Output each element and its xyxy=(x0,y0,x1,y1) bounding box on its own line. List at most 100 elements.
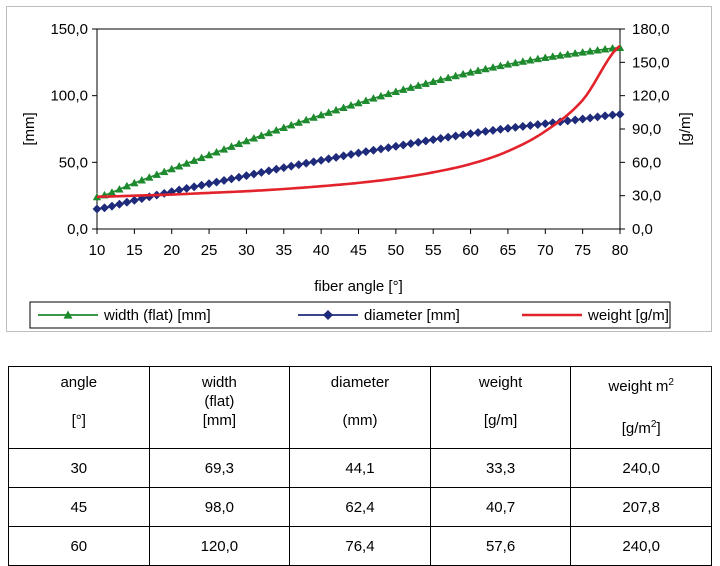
x-tick-label: 45 xyxy=(350,242,367,259)
legend-label: diameter [mm] xyxy=(364,307,460,324)
data-point xyxy=(458,69,468,78)
data-point xyxy=(541,53,550,61)
header-superscript: 2 xyxy=(668,377,674,388)
data-point xyxy=(473,127,483,138)
x-tick-label: 40 xyxy=(313,242,330,259)
data-point xyxy=(481,64,490,73)
data-point xyxy=(204,150,214,159)
data-point xyxy=(615,109,625,119)
data-point xyxy=(593,45,602,54)
data-point xyxy=(533,54,543,63)
table-cell: 44,1 xyxy=(289,448,431,488)
header-text: (flat) xyxy=(204,393,235,410)
header-unit: ] xyxy=(656,420,661,437)
data-point xyxy=(212,147,221,156)
x-tick-label: 60 xyxy=(462,242,479,259)
table-cell: 60 xyxy=(8,526,150,566)
data-point xyxy=(346,149,356,159)
data-point xyxy=(563,50,572,58)
y-axis-label: [mm] xyxy=(21,112,38,145)
x-tick-label: 55 xyxy=(425,242,442,259)
x-tick-label: 70 xyxy=(537,242,554,259)
plot-area: 10 15 20 25 30 35 40 45 50 55 60 65 70 75 800,050,0100… xyxy=(21,21,694,295)
data-point xyxy=(413,137,423,147)
data-point xyxy=(122,197,132,207)
y2-tick-label: 180,0 xyxy=(632,21,670,38)
data-point xyxy=(451,71,460,80)
x-tick-label: 80 xyxy=(612,242,629,259)
table-cell: 120,0 xyxy=(148,526,291,566)
data-point xyxy=(556,51,565,59)
legend-marker xyxy=(63,310,73,319)
data-point xyxy=(451,131,461,141)
data-point xyxy=(570,115,580,125)
data-point xyxy=(548,52,557,60)
y2-tick-label: 30,0 xyxy=(632,188,661,205)
data-point xyxy=(421,136,431,146)
x-tick-label: 30 xyxy=(238,242,255,259)
header-superscript: 2 xyxy=(650,419,657,430)
legend: width (flat) [mm] diameter [mm] weight [g/… xyxy=(29,301,671,329)
data-point xyxy=(159,188,169,198)
y-tick-label: 100,0 xyxy=(50,88,88,105)
legend-marker xyxy=(323,310,333,320)
data-point xyxy=(376,91,386,100)
header-unit: (mm) xyxy=(342,412,378,429)
data-point xyxy=(107,201,117,211)
data-point xyxy=(466,68,475,76)
y2-tick-label: 0,0 xyxy=(632,221,653,238)
data-point xyxy=(219,145,229,153)
data-point xyxy=(294,160,304,170)
data-point xyxy=(488,63,498,71)
data-point xyxy=(466,129,476,139)
data-point xyxy=(271,164,281,174)
table-row: 45 98,0 62,4 40,7 207,8 xyxy=(8,487,712,527)
table-row: 30 69,3 44,1 33,3 240,0 xyxy=(8,448,712,488)
y2-tick-label: 60,0 xyxy=(632,154,661,171)
data-point xyxy=(204,179,214,189)
data-point xyxy=(174,161,184,170)
x-tick-label: 15 xyxy=(126,242,143,259)
data-point xyxy=(287,120,296,129)
data-point xyxy=(226,174,237,184)
data-point xyxy=(585,113,595,123)
data-point xyxy=(578,114,588,124)
data-point xyxy=(167,164,176,173)
legend-label: weight [g/m] xyxy=(587,307,669,324)
data-point xyxy=(398,140,408,150)
header-diameter: diameter (mm) xyxy=(289,366,431,449)
data-point xyxy=(600,44,610,53)
y2-tick-label: 120,0 xyxy=(632,88,670,105)
data-point xyxy=(428,135,438,145)
data-point xyxy=(339,103,348,112)
y-tick-label: 0,0 xyxy=(67,221,88,238)
data-point xyxy=(272,125,281,134)
data-point xyxy=(316,155,326,165)
data-point xyxy=(279,123,289,131)
data-point xyxy=(495,124,506,134)
table-cell: 33,3 xyxy=(429,448,572,488)
data-point xyxy=(309,113,318,121)
data-point xyxy=(607,110,618,120)
data-point xyxy=(167,187,177,197)
data-point xyxy=(279,163,289,173)
data-point xyxy=(428,77,438,85)
table-cell: 98,0 xyxy=(148,487,291,527)
y-tick-label: 150,0 xyxy=(50,21,88,38)
table-cell: 240,0 xyxy=(570,526,712,566)
data-point xyxy=(473,66,483,74)
table-cell: 62,4 xyxy=(289,487,431,527)
data-table: angle [°] width (flat) [mm] diameter (mm… xyxy=(8,366,712,566)
data-point xyxy=(443,132,453,142)
data-point xyxy=(219,175,229,186)
data-point xyxy=(189,156,199,164)
data-point xyxy=(361,96,371,104)
data-point xyxy=(99,203,110,213)
table-cell: 207,8 xyxy=(570,487,712,527)
data-point xyxy=(563,116,573,126)
data-point xyxy=(361,147,371,157)
data-point xyxy=(533,120,543,130)
y-tick-label: 50,0 xyxy=(59,154,88,171)
data-point xyxy=(249,133,259,142)
data-point xyxy=(496,61,505,70)
